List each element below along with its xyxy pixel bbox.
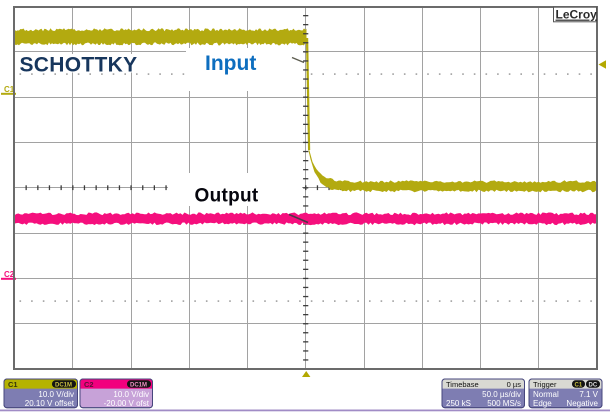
svg-text:C1: C1 (4, 85, 15, 94)
svg-text:50.0 µs/div: 50.0 µs/div (482, 390, 521, 399)
svg-text:Normal: Normal (533, 390, 559, 399)
svg-text:Negative: Negative (566, 399, 598, 408)
svg-text:SCHOTTKY: SCHOTTKY (20, 54, 138, 77)
svg-text:Trigger: Trigger (533, 380, 557, 389)
svg-text:Output: Output (195, 186, 259, 207)
svg-text:-20.00 V ofst: -20.00 V ofst (104, 399, 150, 408)
svg-text:LeCroy: LeCroy (556, 8, 598, 22)
svg-text:Edge: Edge (533, 399, 552, 408)
svg-text:500 MS/s: 500 MS/s (487, 399, 521, 408)
svg-text:20.10 V offset: 20.10 V offset (25, 399, 75, 408)
svg-text:C1: C1 (575, 382, 583, 388)
svg-text:DC1M: DC1M (130, 382, 147, 388)
svg-text:250 kS: 250 kS (446, 399, 471, 408)
svg-text:10.0 V/div: 10.0 V/div (113, 390, 149, 399)
svg-text:0 µs: 0 µs (507, 380, 522, 389)
svg-text:Timebase: Timebase (446, 380, 479, 389)
svg-text:7.1 V: 7.1 V (579, 390, 598, 399)
svg-text:Input: Input (205, 52, 256, 75)
svg-text:C2: C2 (4, 270, 15, 279)
svg-text:C1: C1 (8, 380, 18, 389)
svg-text:DC: DC (589, 382, 598, 388)
svg-text:DC1M: DC1M (55, 382, 72, 388)
svg-text:C2: C2 (84, 380, 94, 389)
svg-text:10.0 V/div: 10.0 V/div (38, 390, 74, 399)
